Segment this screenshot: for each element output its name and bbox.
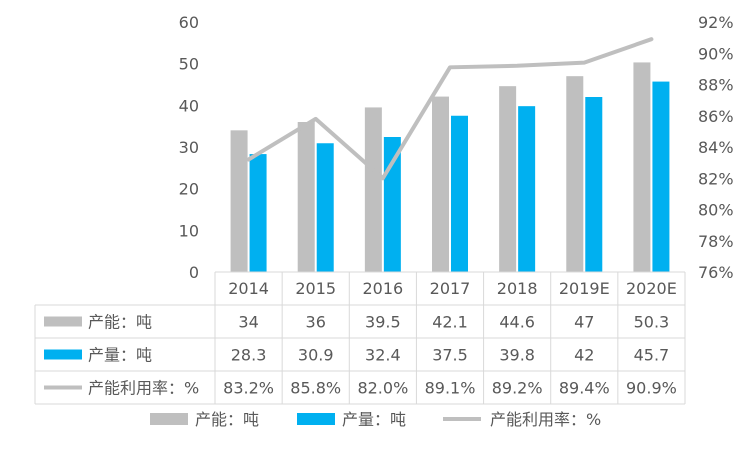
table-cell-value: 42.1 bbox=[432, 313, 468, 332]
left-axis-tick-label: 40 bbox=[179, 96, 199, 115]
legend-key-box bbox=[150, 413, 188, 425]
table-cell-value: 34 bbox=[238, 313, 258, 332]
table-legend-key-box bbox=[44, 316, 82, 327]
right-axis-tick-label: 76% bbox=[698, 263, 734, 282]
left-axis-tick-label: 30 bbox=[179, 138, 199, 157]
left-axis-tick-label: 50 bbox=[179, 55, 199, 74]
production-bar bbox=[316, 143, 334, 272]
capacity-bar bbox=[633, 62, 651, 272]
category-label: 2014 bbox=[228, 279, 269, 298]
left-axis-tick-label: 0 bbox=[189, 263, 199, 282]
table-cell-value: 37.5 bbox=[432, 346, 468, 365]
right-axis-tick-label: 82% bbox=[698, 169, 734, 188]
left-axis-tick-label: 60 bbox=[179, 13, 199, 32]
table-cell-value: 39.5 bbox=[365, 313, 401, 332]
legend: 产能：吨 产量：吨 产能利用率：% bbox=[150, 410, 601, 429]
table-cell-value: 89.2% bbox=[492, 379, 543, 398]
category-label: 2015 bbox=[295, 279, 336, 298]
right-axis-tick-label: 84% bbox=[698, 138, 734, 157]
production-bar bbox=[518, 106, 536, 273]
table-cell-value: 83.2% bbox=[223, 379, 274, 398]
table-cell-value: 47 bbox=[574, 313, 594, 332]
table-cell-value: 50.3 bbox=[634, 313, 670, 332]
table-cell-value: 89.1% bbox=[425, 379, 476, 398]
right-axis-tick-label: 86% bbox=[698, 107, 734, 126]
right-axis-tick-label: 90% bbox=[698, 44, 734, 63]
table-cell-value: 45.7 bbox=[634, 346, 670, 365]
table-cell-value: 30.9 bbox=[298, 346, 334, 365]
table-legend-key-box bbox=[44, 349, 82, 360]
legend-label: 产能：吨 bbox=[195, 410, 259, 429]
table-cell-value: 39.8 bbox=[499, 346, 535, 365]
table-cell-value: 89.4% bbox=[559, 379, 610, 398]
table-cell-value: 36 bbox=[306, 313, 326, 332]
table-cell-value: 32.4 bbox=[365, 346, 401, 365]
category-label: 2019E bbox=[559, 279, 610, 298]
table-series-name: 产能：吨 bbox=[88, 313, 152, 332]
data-table: 2014 2015 2016 2017 2018 2019E 2020E 产能：吨 34 36 39… bbox=[34, 271, 686, 405]
category-label: 2020E bbox=[626, 279, 677, 298]
plot-area: 0 10 20 30 40 50 60 76% 78% 80% 82% 84% 86% 88% 90% 92% bbox=[179, 13, 734, 282]
production-bar bbox=[451, 115, 468, 272]
capacity-bar bbox=[566, 76, 584, 273]
capacity-bar bbox=[499, 86, 517, 273]
category-label: 2017 bbox=[430, 279, 471, 298]
production-bar bbox=[585, 97, 603, 272]
production-bar bbox=[383, 137, 401, 272]
table-cell-value: 90.9% bbox=[626, 379, 677, 398]
table-series-name: 产能利用率：% bbox=[88, 379, 199, 398]
left-axis-tick-label: 20 bbox=[179, 180, 199, 199]
table-cell-value: 28.3 bbox=[231, 346, 267, 365]
right-axis-tick-label: 88% bbox=[698, 76, 734, 95]
capacity-bar bbox=[230, 130, 248, 272]
left-axis-tick-label: 10 bbox=[179, 221, 199, 240]
table-cell-value: 82.0% bbox=[357, 379, 408, 398]
right-axis-tick-label: 80% bbox=[698, 201, 734, 220]
production-bar bbox=[249, 154, 267, 272]
table-cell-value: 42 bbox=[574, 346, 594, 365]
legend-key-box bbox=[297, 413, 335, 425]
category-label: 2018 bbox=[497, 279, 538, 298]
capacity-bar bbox=[364, 107, 382, 273]
right-axis-tick-label: 92% bbox=[698, 13, 734, 32]
category-label: 2016 bbox=[362, 279, 403, 298]
table-series-name: 产量：吨 bbox=[88, 346, 152, 365]
capacity-bar bbox=[297, 122, 315, 272]
table-cell-value: 44.6 bbox=[499, 313, 535, 332]
legend-label: 产量：吨 bbox=[342, 410, 406, 429]
legend-label: 产能利用率：% bbox=[490, 410, 601, 429]
capacity-bar bbox=[432, 96, 449, 272]
table-cell-value: 85.8% bbox=[290, 379, 341, 398]
production-bar bbox=[652, 81, 670, 272]
right-axis-tick-label: 78% bbox=[698, 232, 734, 251]
